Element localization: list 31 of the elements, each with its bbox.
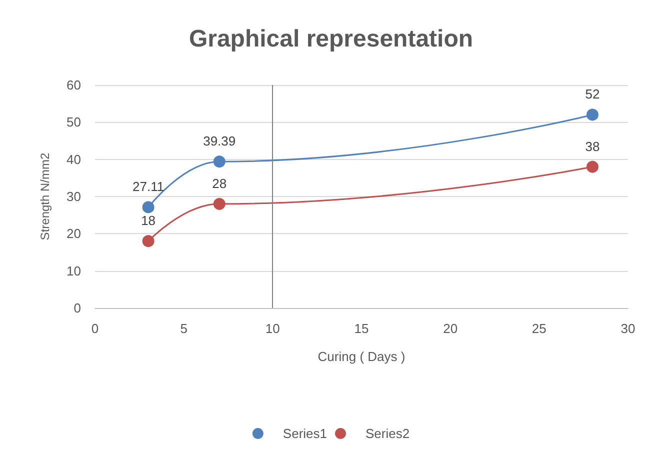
point: [213, 198, 226, 210]
y-tick-label: 30: [66, 189, 81, 204]
legend-label: Series2: [366, 426, 410, 441]
y-tick-label: 10: [66, 263, 81, 278]
data-label: 52: [585, 86, 600, 102]
x-axis-title: Curing ( Days ): [318, 349, 406, 364]
point: [586, 160, 598, 173]
data-label: 39.39: [203, 134, 236, 149]
x-tick-label: 30: [620, 321, 636, 336]
data-label: 18: [141, 213, 156, 228]
point: [142, 235, 154, 248]
y-axis-title: Strength N/mm2: [38, 152, 52, 240]
x-tick-label: 0: [91, 321, 99, 336]
data-label: 27.11: [132, 179, 164, 194]
chart-title: Graphical representation: [188, 26, 474, 52]
y-tick-label: 20: [66, 226, 81, 242]
y-tick-label: 0: [74, 300, 81, 316]
point: [142, 201, 154, 214]
x-tick-label: 25: [532, 321, 546, 336]
y-tick-label: 60: [66, 78, 81, 92]
data-label: 38: [585, 138, 600, 154]
legend-label: Series1: [282, 426, 327, 441]
x-tick-label: 15: [354, 321, 369, 336]
data-label: 28: [212, 176, 227, 191]
x-tick-label: 10: [265, 321, 280, 336]
y-tick-label: 50: [66, 114, 81, 130]
x-tick-label: 5: [180, 321, 188, 336]
x-tick-label: 20: [443, 321, 458, 336]
y-tick-label: 40: [66, 152, 81, 167]
point: [213, 156, 226, 168]
point: [586, 108, 598, 121]
